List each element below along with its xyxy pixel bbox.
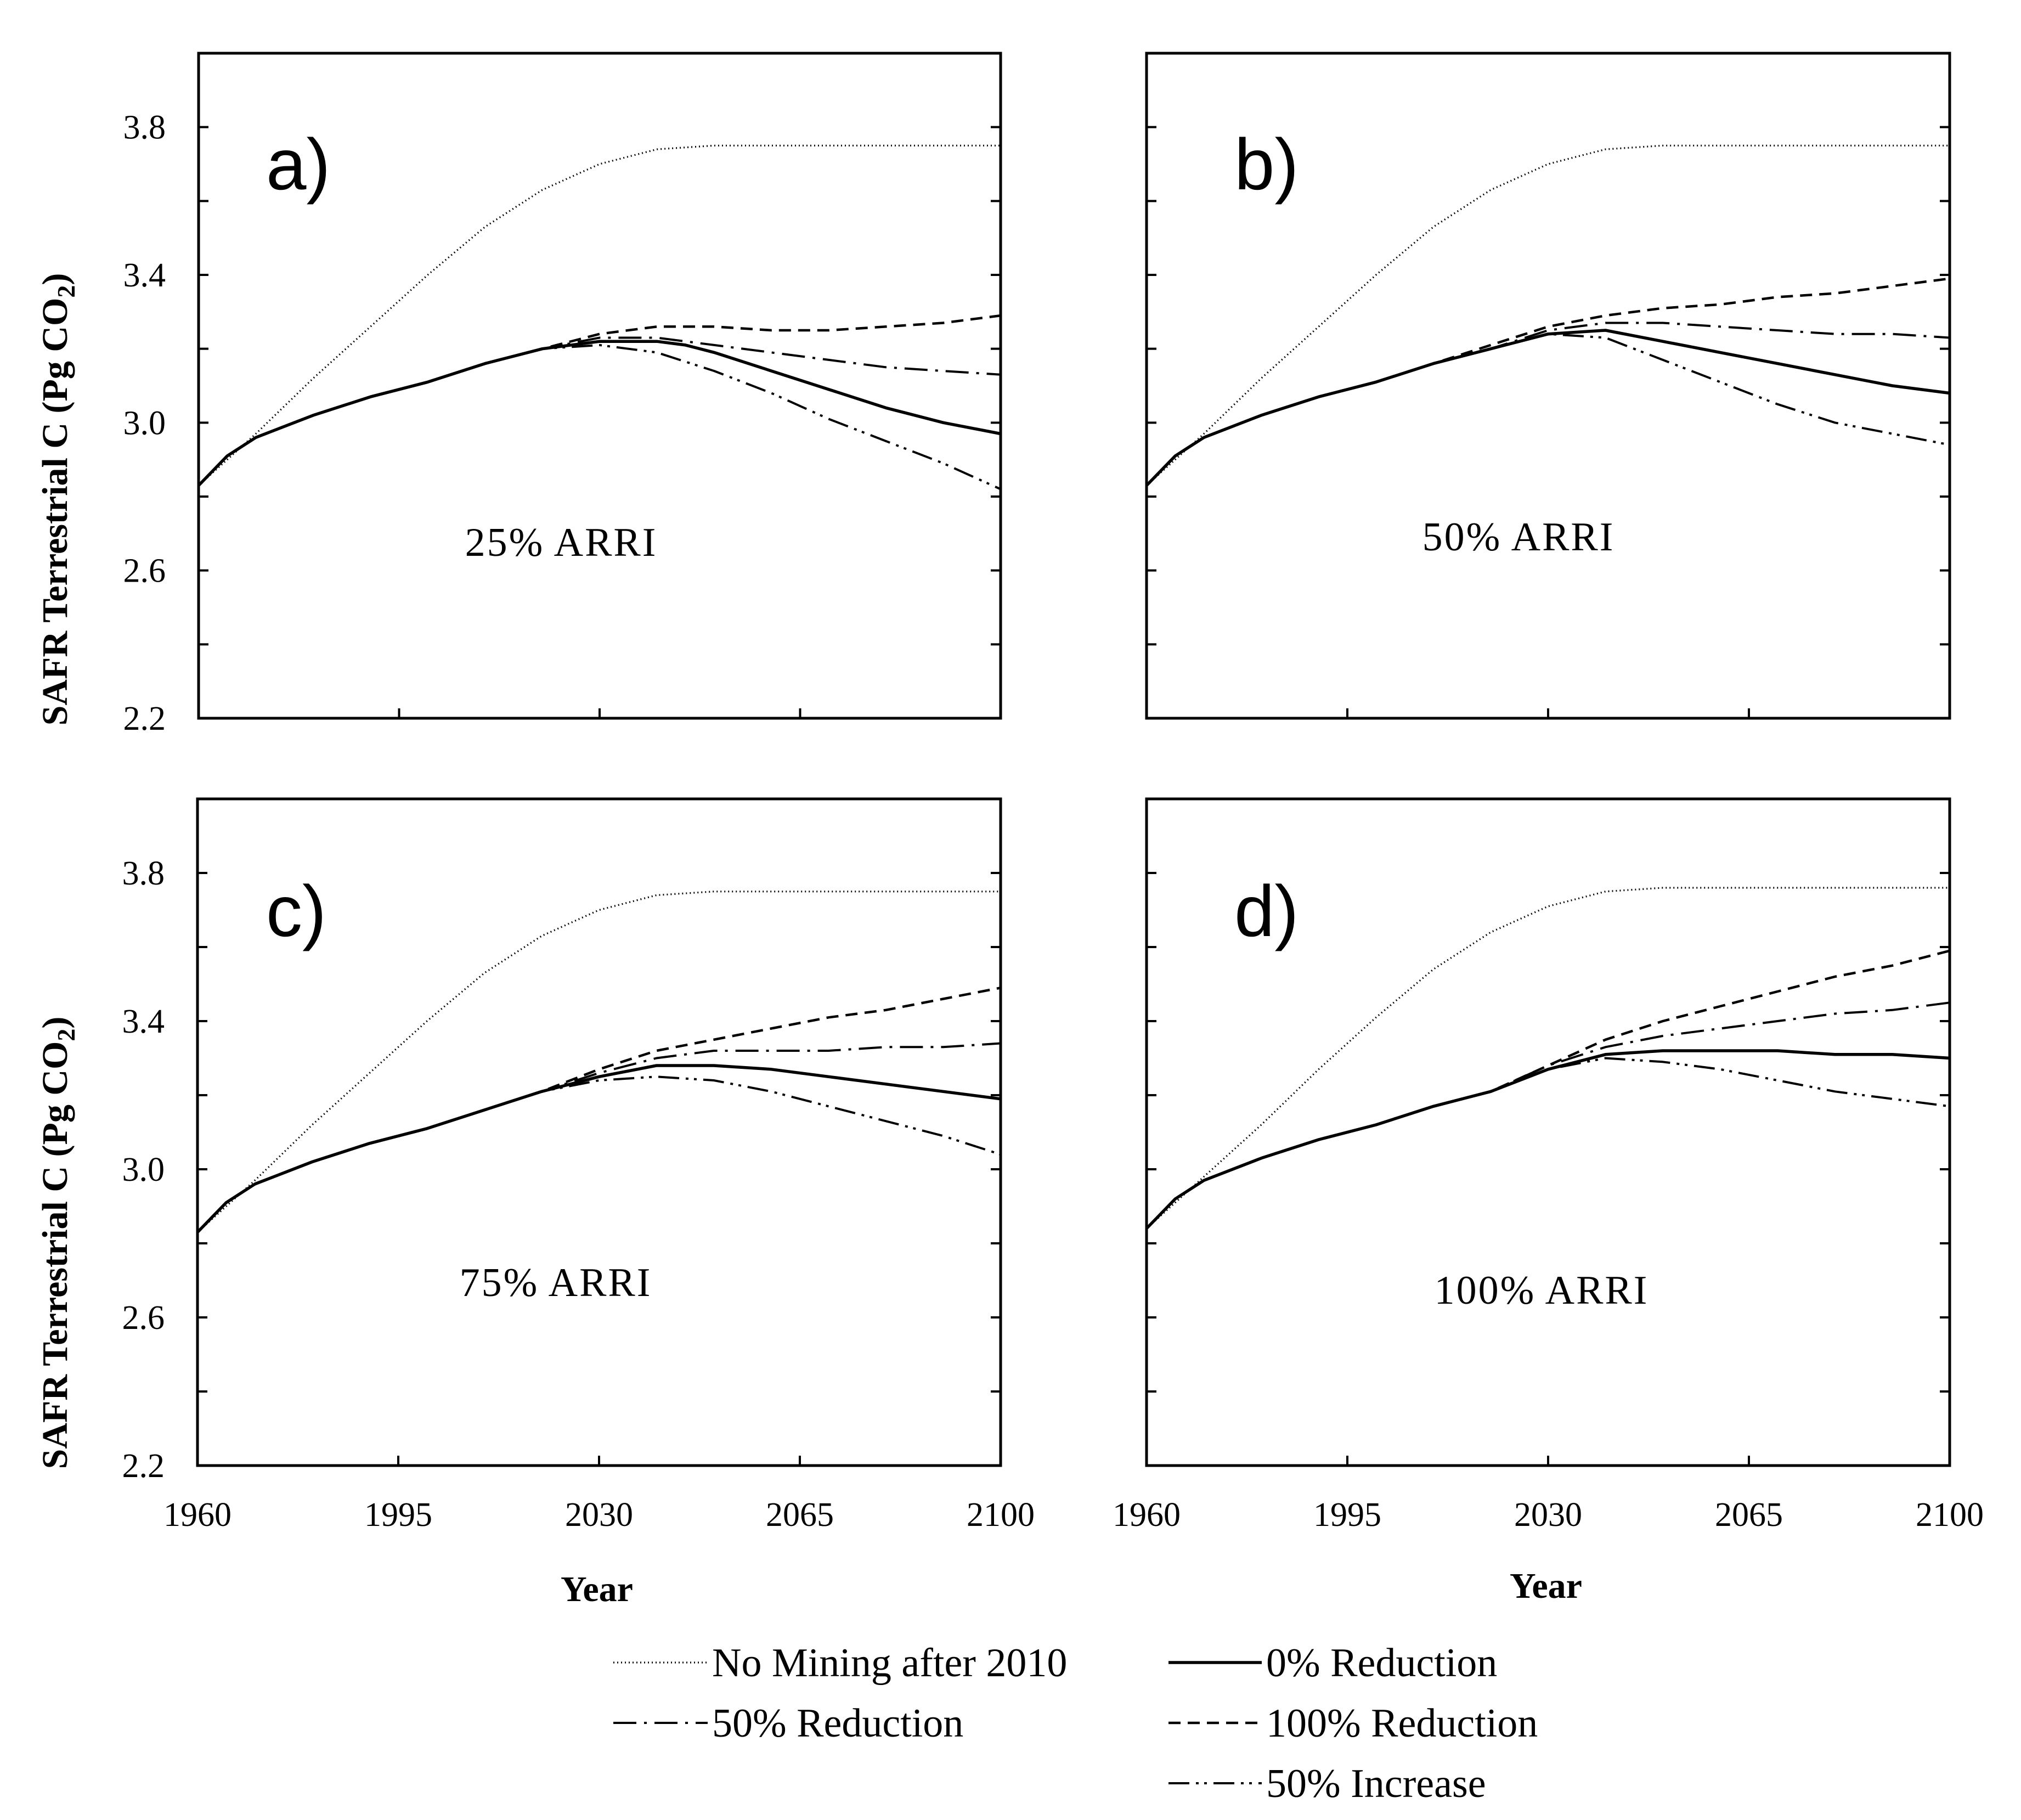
legend-label: 0% Reduction xyxy=(1266,1641,1497,1686)
y-tick-label: 2.2 xyxy=(123,700,166,737)
panel-label: d) xyxy=(1234,871,1299,951)
panel-annotation: 50% ARRI xyxy=(1422,515,1615,560)
legend-label: No Mining after 2010 xyxy=(712,1641,1067,1686)
series-50-reduction xyxy=(1145,1001,1950,1230)
x-tick-label: 2100 xyxy=(967,1496,1035,1534)
series-no-mining-after-2010 xyxy=(1145,887,1950,1230)
legend-item-100-reduction: 100% Reduction xyxy=(1168,1701,1538,1746)
panel-d: 1960 1995 2030 2065 2100 d) 100% ARRI xyxy=(1113,797,1984,1534)
panel-a: 2.2 2.6 3.0 3.4 3.8 a) 25% ARRI xyxy=(123,52,1002,737)
series-50-increase xyxy=(197,343,1001,491)
x-tick-label: 2065 xyxy=(766,1496,834,1534)
panel-annotation: 25% ARRI xyxy=(465,520,658,565)
legend-item-0-reduction: 0% Reduction xyxy=(1168,1641,1497,1686)
legend-label: 50% Increase xyxy=(1266,1761,1486,1806)
legend-label: 50% Reduction xyxy=(712,1701,963,1746)
x-tick-label: 2100 xyxy=(1916,1496,1984,1534)
legend-item-no-mining-after-2010: No Mining after 2010 xyxy=(613,1641,1067,1686)
x-tick-label: 2030 xyxy=(565,1496,633,1534)
y-tick-label: 3.0 xyxy=(123,404,166,442)
series-no-mining-after-2010 xyxy=(196,891,1001,1233)
panel-c: 2.2 2.6 3.0 3.4 3.8 1960 1995 2030 2065 2100 c) 75%… xyxy=(122,797,1035,1534)
y-tick-label: 2.2 xyxy=(122,1447,165,1485)
panel-label: c) xyxy=(266,871,326,951)
series-50-increase xyxy=(196,1075,1001,1233)
x-tick-label: 1960 xyxy=(1113,1496,1181,1534)
y-axis-title-top: SAFR Terrestrial C (Pg CO2) xyxy=(35,273,80,726)
legend-item-50-increase: 50% Increase xyxy=(1168,1761,1486,1806)
y-axis-titles: SAFR Terrestrial C (Pg CO2) SAFR Terrest… xyxy=(35,273,80,1469)
x-tick-label: 1995 xyxy=(364,1496,432,1534)
legend: No Mining after 2010 0% Reduction 50% Redu… xyxy=(613,1641,1538,1806)
panel-label: a) xyxy=(266,124,330,205)
x-axis-title-right: Year xyxy=(1510,1566,1582,1606)
y-tick-label: 3.4 xyxy=(122,1003,165,1040)
panel-annotation: 75% ARRI xyxy=(460,1260,652,1305)
legend-item-50-reduction: 50% Reduction xyxy=(613,1701,963,1746)
panel-label: b) xyxy=(1234,124,1299,205)
y-tick-label: 3.8 xyxy=(122,855,165,892)
panel-b: b) 50% ARRI xyxy=(1145,52,1951,720)
series-50-increase xyxy=(1145,1057,1950,1230)
x-axis-title-left: Year xyxy=(561,1569,633,1609)
x-tick-label: 1960 xyxy=(163,1496,232,1534)
x-axis-titles: Year Year xyxy=(561,1566,1582,1609)
y-tick-label: 3.0 xyxy=(122,1151,165,1188)
x-tick-label: 1995 xyxy=(1313,1496,1381,1534)
y-tick-label: 2.6 xyxy=(123,553,166,590)
y-tick-label: 2.6 xyxy=(122,1299,165,1337)
y-tick-label: 3.8 xyxy=(123,109,166,146)
y-tick-label: 3.4 xyxy=(123,257,166,294)
x-tick-label: 2065 xyxy=(1715,1496,1783,1534)
panel-annotation: 100% ARRI xyxy=(1435,1268,1649,1313)
y-axis-title-bottom: SAFR Terrestrial C (Pg CO2) xyxy=(35,1017,80,1469)
series-50-increase xyxy=(1145,333,1950,487)
legend-label: 100% Reduction xyxy=(1266,1701,1538,1746)
x-tick-label: 2030 xyxy=(1514,1496,1582,1534)
